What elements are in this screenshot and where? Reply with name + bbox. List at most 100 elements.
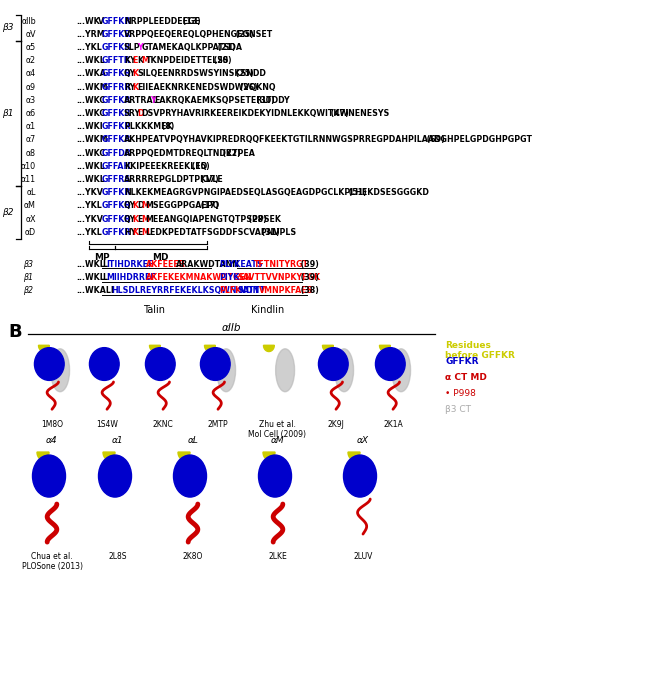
Text: ...WKC: ...WKC — [76, 109, 105, 118]
Text: (30): (30) — [255, 96, 275, 105]
Ellipse shape — [89, 348, 119, 380]
Text: ...WKM: ...WKM — [76, 136, 107, 145]
Ellipse shape — [98, 455, 132, 497]
Ellipse shape — [344, 455, 376, 497]
Text: αV: αV — [25, 29, 36, 38]
Text: L: L — [102, 260, 107, 269]
Text: ...WKC: ...WKC — [76, 96, 105, 105]
Text: GFFKR: GFFKR — [102, 109, 132, 118]
Text: (69): (69) — [424, 136, 445, 145]
Text: αL: αL — [27, 188, 36, 197]
Text: GFFKR: GFFKR — [445, 357, 478, 366]
Text: β3 CT: β3 CT — [445, 405, 471, 414]
Text: 1M8O: 1M8O — [41, 420, 63, 429]
Text: QY: QY — [124, 214, 136, 223]
Text: VRPPQEEQEREQLQPHENGEGNSET: VRPPQEEQEREQLQPHENGEGNSET — [124, 29, 273, 38]
Text: αL: αL — [187, 436, 199, 445]
Text: AKHPEATVPQYHAVKIPREDRQQFKEEKTGTILRNNWGSPRREGPDAHPILAADGHPELGPDGHPGPGT: AKHPEATVPQYHAVKIPREDRQQFKEEKTGTILRNNWGSP… — [124, 136, 533, 145]
Text: HLSDLREYRRFEKEKLKSQWN-NDN: HLSDLREYRRFEKEKLKSQWN-NDN — [111, 286, 259, 295]
Text: K: K — [133, 227, 139, 237]
Text: PLKKKMEK: PLKKKMEK — [124, 122, 173, 131]
Text: αX: αX — [25, 214, 36, 223]
Text: α2: α2 — [26, 56, 36, 65]
Text: (25): (25) — [232, 29, 253, 38]
Text: VMNPKFAES: VMNPKFAES — [258, 286, 313, 295]
Text: ...YKL: ...YKL — [76, 201, 102, 210]
Text: α5: α5 — [26, 43, 36, 52]
Text: α8: α8 — [26, 149, 36, 158]
Ellipse shape — [392, 349, 411, 392]
Text: SRY: SRY — [124, 109, 141, 118]
Text: β1: β1 — [3, 109, 14, 118]
Text: PLFK: PLFK — [219, 286, 242, 295]
Text: ...YKL: ...YKL — [76, 43, 102, 52]
Text: GFFTR: GFFTR — [102, 56, 131, 65]
Text: GFFKR: GFFKR — [102, 16, 132, 25]
Text: αIIb: αIIb — [222, 323, 242, 333]
Text: M: M — [141, 214, 149, 223]
Text: α9: α9 — [26, 82, 36, 92]
Text: (13): (13) — [180, 16, 201, 25]
Text: E: E — [133, 56, 138, 65]
Text: TKNPDEIDETTELSS: TKNPDEIDETTELSS — [146, 56, 229, 65]
Text: MSEGGPPGAEPQ: MSEGGPPGAEPQ — [146, 201, 220, 210]
Text: D: D — [137, 109, 143, 118]
Ellipse shape — [201, 348, 230, 380]
Text: 2LKE: 2LKE — [269, 552, 287, 561]
Text: 2K8O: 2K8O — [183, 552, 203, 561]
Text: (25): (25) — [232, 69, 253, 78]
Text: 2KNC: 2KNC — [152, 420, 173, 429]
Ellipse shape — [35, 348, 64, 380]
Text: ARPPQEDMTDREQLTNDKTPEA: ARPPQEDMTDREQLTNDKTPEA — [124, 149, 256, 158]
Text: GFFKR: GFFKR — [102, 96, 132, 105]
Text: GFFKR: GFFKR — [102, 69, 132, 78]
Ellipse shape — [376, 348, 405, 380]
Text: (21): (21) — [215, 43, 236, 52]
Text: GFFKR: GFFKR — [102, 43, 132, 52]
Text: α10: α10 — [21, 162, 36, 171]
Text: 2K9J: 2K9J — [327, 420, 344, 429]
Text: 2LUV: 2LUV — [353, 552, 372, 561]
Text: GFFKR: GFFKR — [102, 29, 132, 38]
Text: GFFKR: GFFKR — [102, 136, 132, 145]
Text: DSVPRYHAVRIRKEEREIKDEKYIDNLEKKQWITKWNENESYS: DSVPRYHAVRIRKEEREIKDEKYIDNLEKKQWITKWNENE… — [141, 109, 389, 118]
Text: ...WKL: ...WKL — [76, 273, 105, 282]
Text: M: M — [141, 227, 149, 237]
Text: QY: QY — [124, 201, 136, 210]
Text: α3: α3 — [26, 96, 36, 105]
Text: αM: αM — [24, 201, 36, 210]
Text: ...YRM: ...YRM — [76, 29, 105, 38]
Text: ...WKL: ...WKL — [76, 162, 105, 171]
Text: (39): (39) — [298, 273, 318, 282]
Polygon shape — [348, 452, 360, 460]
Text: 2K1A: 2K1A — [383, 420, 403, 429]
Text: (20): (20) — [211, 56, 231, 65]
Text: AKFEEER: AKFEEER — [146, 260, 186, 269]
Text: ...WKL: ...WKL — [76, 260, 105, 269]
Ellipse shape — [258, 455, 292, 497]
Text: NRPPLEEDDEEGE: NRPPLEEDDEEGE — [124, 16, 200, 25]
Text: GFFRR: GFFRR — [102, 82, 132, 92]
Text: αD: αD — [25, 227, 36, 237]
Text: LEDKPEDTATFSGDDFSCVAPNVPLS: LEDKPEDTATFSGDDFSCVAPNVPLS — [146, 227, 297, 237]
Text: GFFDR: GFFDR — [102, 149, 132, 158]
Text: α1: α1 — [26, 122, 36, 131]
Text: α4: α4 — [46, 436, 58, 445]
Text: GFFRS: GFFRS — [102, 175, 132, 184]
Text: β2: β2 — [23, 286, 33, 295]
Ellipse shape — [275, 349, 294, 392]
Text: GFFAH: GFFAH — [102, 162, 132, 171]
Polygon shape — [264, 345, 274, 351]
Text: SILQEENRRDSWSYINSKSNDD: SILQEENRRDSWSYINSKSNDD — [137, 69, 266, 78]
Text: αX: αX — [357, 436, 369, 445]
Text: K: K — [133, 201, 139, 210]
Text: α CT MD: α CT MD — [445, 373, 487, 382]
Polygon shape — [178, 452, 190, 460]
Text: ...WKM: ...WKM — [76, 82, 107, 92]
Text: (15): (15) — [189, 162, 210, 171]
Text: (51): (51) — [346, 188, 367, 197]
Text: α7: α7 — [26, 136, 36, 145]
Text: (22): (22) — [219, 149, 240, 158]
Polygon shape — [38, 345, 49, 351]
Text: ...WK: ...WK — [76, 16, 100, 25]
